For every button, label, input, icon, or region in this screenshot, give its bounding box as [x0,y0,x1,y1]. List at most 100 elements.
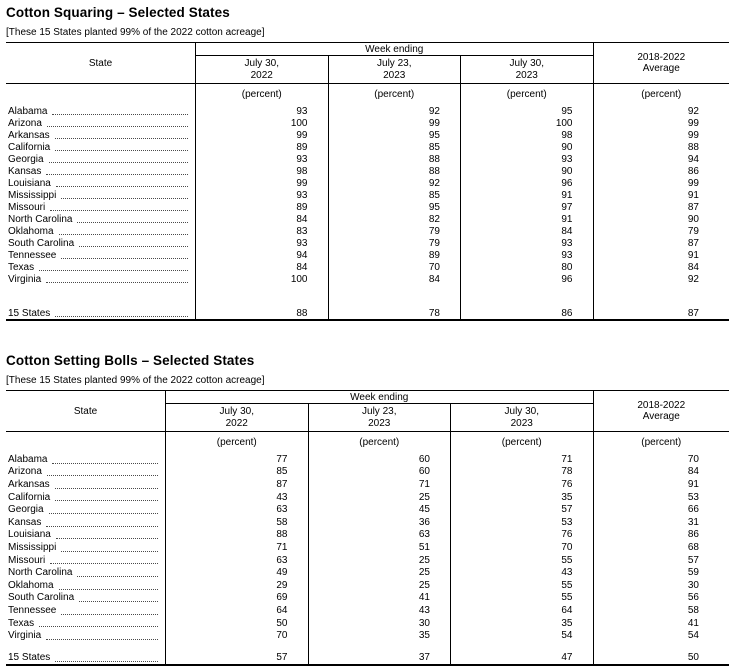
value-week1: 43 [165,490,308,504]
state-row: Missouri 63 25 55 57 [6,553,729,567]
dot-leader [55,536,158,540]
state-row: California 89 85 90 88 [6,141,729,153]
state-row: Tennessee 64 43 64 58 [6,604,729,617]
value-week1: 69 [165,591,308,605]
value-average: 41 [592,616,730,630]
state-row: Oklahoma 29 25 55 30 [6,578,729,592]
column-header-week1: July 30, 2022 [165,404,308,431]
page-title-cotton-squaring: Cotton Squaring – Selected States [6,5,230,20]
state-row: Georgia 93 88 93 94 [6,153,729,165]
dot-leader [46,172,188,175]
value-week3: 55 [450,553,593,567]
value-week1: 84 [195,213,328,225]
state-name: Missouri [8,201,46,213]
value-week3: 35 [450,490,593,504]
dot-leader [54,136,188,139]
state-name: Virginia [8,630,42,642]
state-row: North Carolina 49 25 43 59 [6,566,729,579]
value-average: 54 [592,629,730,642]
dot-leader [55,184,188,187]
value-average: 31 [592,515,730,529]
cotton-setting-bolls-table: State Week ending July 30, 2022 July 23,… [6,390,729,666]
value-average: 99 [592,117,730,129]
value-week1: 64 [165,604,308,617]
value-week1: 71 [165,541,308,554]
column-header-week2: July 23, 2023 [307,404,451,431]
value-week1: 89 [195,201,328,213]
dot-leader [61,256,188,259]
state-name: Tennessee [8,249,57,261]
value-week3: 54 [450,629,593,642]
state-name: Virginia [8,273,42,285]
dot-leader [39,268,188,271]
state-row: Arizona 100 99 100 99 [6,117,729,129]
table-header: State Week ending July 30, 2022 July 23,… [6,391,729,431]
dot-leader [48,160,188,163]
value-week3: 98 [460,129,593,141]
total-average: 50 [592,650,730,664]
state-cell: Virginia [6,629,165,642]
average-column-header: 2018-2022 Average [592,43,730,83]
value-week1: 58 [165,515,308,529]
value-week3: 97 [460,201,593,213]
value-average: 56 [592,591,730,605]
state-cell: South Carolina [6,592,165,605]
state-name: Missouri [8,554,46,566]
state-row: Arkansas 99 95 98 99 [6,129,729,141]
value-week1: 85 [165,465,308,479]
value-average: 92 [592,105,730,117]
value-week2: 89 [327,249,461,261]
state-row: Arizona 85 60 78 84 [6,465,729,479]
state-row: Virginia 70 35 54 54 [6,629,729,642]
unit-label: (percent) [450,432,593,453]
state-row: California 43 25 35 53 [6,490,729,504]
value-week1: 100 [195,273,328,285]
state-name: Mississippi [8,541,57,553]
value-week3: 93 [460,237,593,249]
state-name: Louisiana [8,529,51,541]
unit-row: (percent) (percent) (percent) (percent) [6,431,729,453]
dot-leader [79,599,158,603]
state-cell: Texas [6,617,165,630]
state-name: North Carolina [8,567,73,579]
state-name: Texas [8,617,35,629]
state-cell: California [6,491,165,504]
value-week2: 85 [327,141,461,153]
state-cell: Alabama [6,105,195,117]
state-name: Arkansas [8,478,50,490]
state-cell: Mississippi [6,189,195,201]
state-name: Oklahoma [8,225,54,237]
state-row: Texas 50 30 35 41 [6,616,730,630]
value-week3: 70 [450,541,593,554]
value-average: 87 [592,201,730,213]
state-row: Louisiana 99 92 96 99 [6,177,729,189]
cotton-setting-bolls-section: Cotton Setting Bolls – Selected States [… [6,353,730,666]
state-name: Georgia [8,504,44,516]
value-week3: 55 [450,591,593,605]
unit-row-empty-cell [6,432,165,453]
dot-leader [50,561,158,565]
dot-leader [61,549,158,552]
state-name: South Carolina [8,237,75,249]
value-average: 79 [592,225,730,237]
value-week1: 87 [165,478,308,491]
table-note: [These 15 States planted 99% of the 2022… [6,375,265,386]
week-ending-header: Week ending [165,391,593,404]
value-average: 70 [592,453,730,466]
state-row: Kansas 98 88 90 86 [6,165,729,177]
value-week2: 99 [327,117,461,129]
value-week3: 57 [450,503,593,516]
value-average: 87 [592,237,730,249]
value-week3: 43 [450,566,593,579]
state-cell: Missouri [6,201,195,213]
value-week2: 84 [327,273,461,285]
value-week1: 63 [165,553,308,567]
value-week3: 53 [450,515,593,529]
state-row: Arkansas 87 71 76 91 [6,478,729,491]
value-week1: 49 [165,566,308,579]
dot-leader [46,524,158,527]
state-column-header: State [88,57,113,69]
total-week2: 37 [307,650,451,664]
state-cell: Louisiana [6,529,165,542]
